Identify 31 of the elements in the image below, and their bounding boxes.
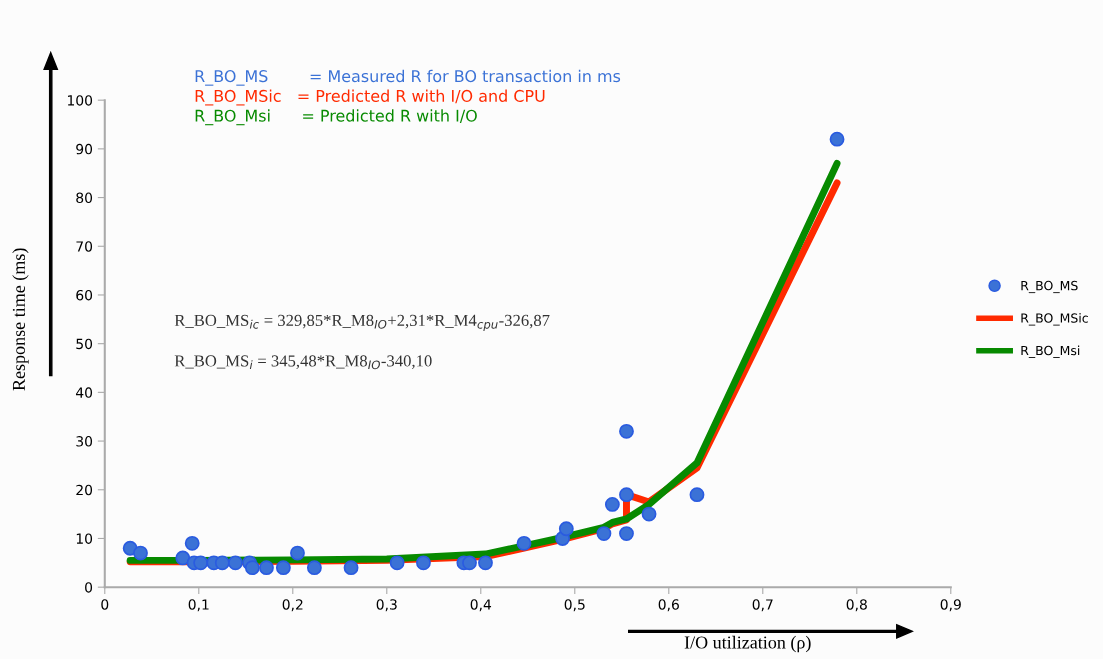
x-tick-label: 0,8: [846, 599, 867, 612]
x-tick-label: 0,1: [188, 599, 209, 612]
x-tick-label: 0,2: [282, 599, 303, 612]
y-tick-label: 20: [76, 484, 93, 496]
x-tick-label: 0,7: [752, 599, 773, 612]
legend-label: R_BO_Msi: [1021, 345, 1080, 358]
y-tick-label: 100: [67, 95, 93, 106]
x-tick-label: 0: [101, 599, 109, 610]
y-tick-label: 90: [76, 143, 93, 155]
annotation: R_BO_MS$_{ic}$ = 329,85*R_M8$_{IO}$+2,31*R_M4$_{cpu}$-326,87: [174, 314, 550, 331]
legend-label: R_BO_MS: [1021, 280, 1078, 294]
annotation: R_BO_Msi = Predicted R with I/O: [195, 109, 477, 126]
x-axis-title: I/O utilization (ρ): [684, 635, 811, 653]
text: R_BO_MS = Measured R for BO transaction in ms: [195, 69, 621, 86]
annotation: R_BO_MSic = Predicted R with I/O and CPU: [195, 89, 545, 106]
x-tick-label: 0,9: [940, 599, 961, 612]
y-tick-label: 0: [85, 582, 93, 593]
y-tick-label: 10: [76, 533, 93, 544]
x-tick-label: 0,3: [376, 599, 397, 612]
x-tick-label: 0,6: [658, 599, 679, 612]
y-tick-label: 50: [76, 338, 93, 350]
annotation: R_BO_MS$_{i}$ = 345,48*R_M8$_{IO}$-340,10: [174, 355, 432, 370]
legend-label: R_BO_MSic: [1021, 313, 1088, 326]
y-tick-label: 30: [76, 436, 93, 447]
x-tick-label: 0,5: [564, 599, 585, 612]
x-tick-label: 0,4: [470, 599, 492, 612]
y-tick-label: 40: [75, 387, 93, 398]
y-tick-label: 80: [76, 192, 93, 204]
y-tick-label: 60: [76, 289, 93, 301]
y-axis-title: Response time (ms): [12, 248, 29, 391]
y-tick-label: 70: [76, 241, 93, 252]
